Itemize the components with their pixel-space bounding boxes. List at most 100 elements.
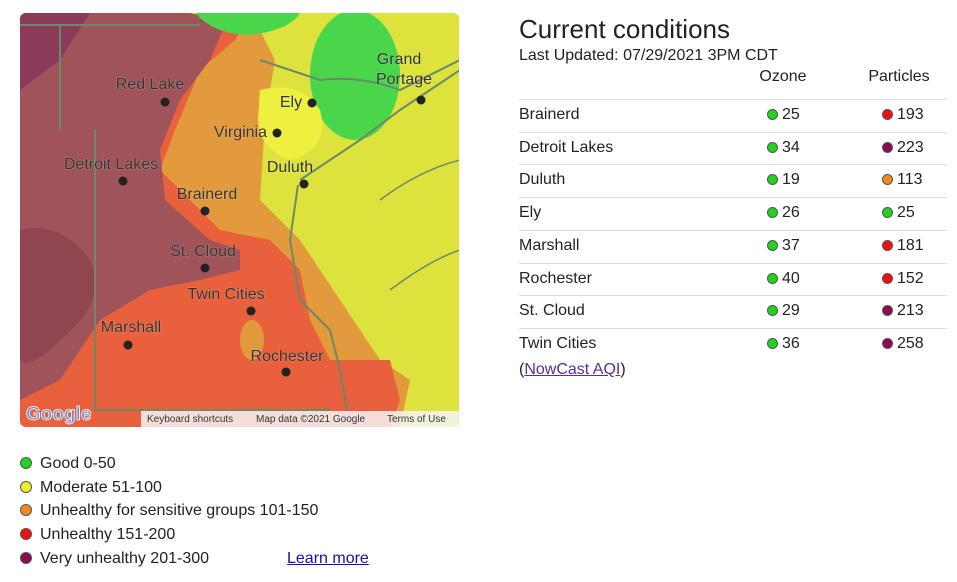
row-divider (519, 229, 947, 231)
legend-item: Good 0-50 (20, 455, 116, 473)
legend-item: Very unhealthy 201-300 (20, 550, 209, 568)
legend-swatch (20, 551, 32, 564)
legend-swatch (20, 480, 32, 493)
particles-value: 25 (897, 204, 915, 222)
learn-more-link[interactable]: Learn more (287, 550, 369, 567)
aqi-dot (767, 305, 778, 317)
aqi-dot (767, 272, 778, 284)
row-divider (519, 197, 947, 199)
particles-value: 213 (897, 302, 924, 320)
city-name: Marshall (519, 236, 580, 254)
ozone-cell: 26 (767, 204, 800, 222)
city-name: Duluth (519, 171, 566, 189)
city-name: St. Cloud (519, 302, 585, 320)
aqi-dot (882, 174, 893, 186)
legend-label: Moderate 51-100 (40, 478, 162, 496)
aqi-dot (882, 337, 893, 349)
ozone-value: 19 (782, 171, 800, 189)
city-dot (272, 128, 282, 138)
city-dot (200, 206, 210, 216)
ozone-cell: 29 (767, 302, 800, 320)
city-label: Virginia (214, 124, 267, 141)
city-dot (281, 367, 291, 377)
column-header: Ozone (759, 68, 807, 85)
city-label: Red Lake (116, 76, 185, 93)
particles-cell: 258 (882, 335, 924, 353)
particles-cell: 113 (882, 171, 923, 189)
paren: ) (620, 361, 626, 378)
city-label: Detroit Lakes (64, 156, 158, 173)
city-label: Marshall (101, 319, 161, 336)
legend-label: Unhealthy for sensitive groups 101-150 (40, 502, 319, 520)
particles-value: 258 (897, 334, 924, 352)
ozone-value: 25 (782, 106, 800, 123)
ozone-cell: 19 (767, 171, 800, 189)
particles-cell: 181 (882, 237, 924, 255)
aqi-dot (882, 272, 893, 284)
particles-value: 193 (897, 106, 924, 123)
aqi-dot (767, 207, 778, 219)
aqi-dot (882, 239, 893, 251)
legend-label: Good 0-50 (40, 455, 116, 472)
ozone-value: 34 (782, 138, 800, 156)
city-label: Portage (376, 71, 432, 88)
particles-value: 181 (897, 236, 924, 254)
city-label: Duluth (267, 159, 313, 176)
column-header: Particles (868, 68, 930, 85)
ozone-value: 37 (782, 236, 800, 254)
city-name: Detroit Lakes (519, 138, 614, 156)
note: (NowCast AQI) (519, 361, 626, 379)
city-label: Grand (377, 51, 421, 68)
particles-cell: 25 (882, 204, 915, 222)
legend-label: Very unhealthy 201-300 (40, 549, 210, 567)
map-link[interactable]: Keyboard shortcuts (147, 414, 233, 425)
aqi-dot (882, 109, 893, 120)
particles-value: 223 (897, 138, 924, 156)
city-dot (307, 98, 317, 108)
legend-swatch (20, 528, 32, 541)
ozone-cell: 37 (767, 237, 800, 255)
map-link[interactable]: Terms of Use (387, 414, 446, 425)
ozone-cell: 34 (767, 139, 800, 157)
particles-cell: 193 (882, 106, 924, 124)
legend-item: Unhealthy for sensitive groups 101-150 (20, 502, 318, 520)
particles-cell: 223 (882, 139, 924, 157)
ozone-cell: 25 (767, 106, 800, 124)
city-dot (123, 340, 133, 350)
last-updated: Last Updated: 07/29/2021 3PM CDT (519, 47, 778, 64)
aqi-dot (767, 239, 778, 251)
ozone-value: 36 (782, 334, 800, 352)
legend-swatch (20, 457, 32, 469)
city-dots (118, 95, 426, 377)
city-label: Brainerd (177, 186, 237, 203)
row-divider (519, 99, 947, 100)
aqi-dot (882, 305, 893, 317)
city-name: Rochester (519, 269, 592, 287)
row-divider (519, 164, 947, 166)
aqi-dot (767, 141, 778, 153)
row-divider (519, 295, 947, 297)
nowcast-link[interactable]: NowCast AQI (524, 361, 621, 378)
attribution-bar (141, 411, 460, 427)
aqi-dot (767, 174, 778, 186)
map[interactable]: Red Lake Virginia Ely Grand Portage Detr… (20, 13, 460, 428)
map-logo: Google (26, 404, 91, 425)
city-dot (416, 95, 426, 105)
city-dot (118, 176, 128, 186)
paren: ( (519, 361, 525, 378)
ozone-cell: 36 (767, 335, 800, 353)
legend-item: Unhealthy 151-200 (20, 526, 175, 544)
particles-cell: 152 (882, 270, 924, 288)
city-dot (200, 263, 210, 273)
aqi-dot (767, 109, 778, 120)
ozone-value: 26 (782, 204, 800, 222)
ozone-value: 29 (782, 302, 800, 320)
row-divider (519, 131, 947, 133)
city-label: Ely (280, 94, 302, 111)
city-label: St. Cloud (170, 243, 236, 260)
city-dot (246, 306, 256, 316)
ozone-cell: 40 (767, 270, 800, 288)
city-name: Ely (519, 204, 542, 222)
aqi-dot (882, 207, 893, 219)
row-divider (519, 327, 947, 329)
